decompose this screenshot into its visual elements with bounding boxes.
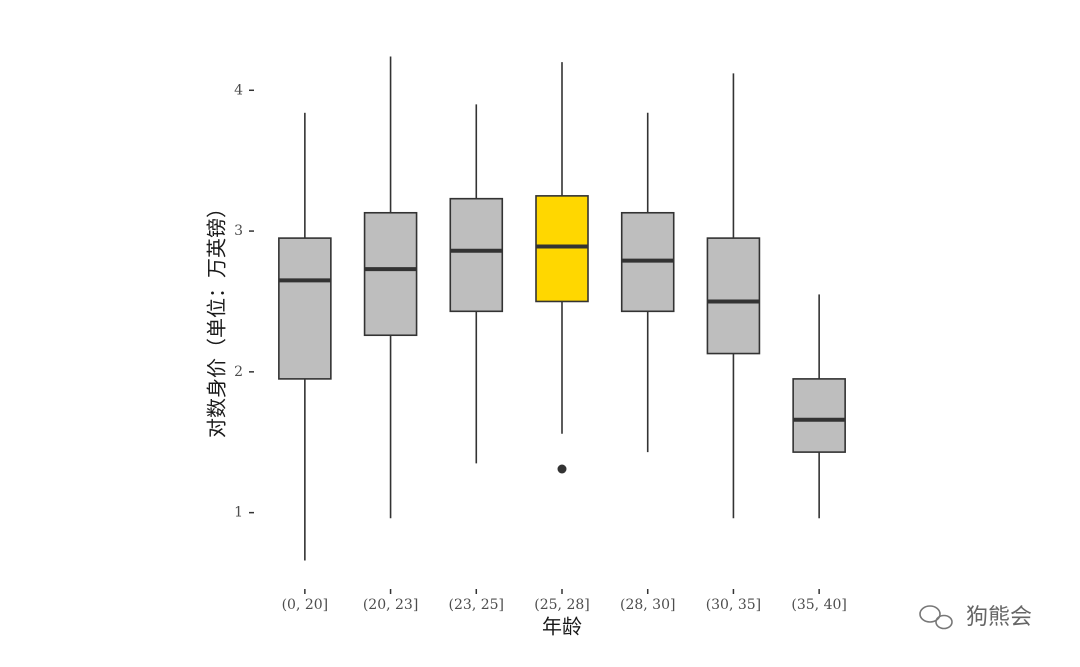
x-tick-label: (20, 23] — [363, 597, 418, 613]
y-axis-title: 对数身价（单位：万英镑） — [205, 198, 229, 438]
outlier — [557, 464, 567, 474]
watermark-icon — [919, 605, 953, 630]
box — [535, 195, 589, 303]
x-tick-label: (0, 20] — [282, 597, 329, 613]
watermark: 狗熊会 — [966, 605, 1032, 630]
x-tick-label: (25, 28] — [534, 597, 589, 613]
box — [363, 211, 418, 337]
box — [449, 197, 504, 313]
y-tick-label: 2 — [234, 364, 243, 380]
x-tick-label: (28, 30] — [620, 597, 675, 613]
x-axis-title: 年龄 — [542, 615, 582, 639]
x-tick-label: (23, 25] — [449, 597, 504, 613]
box — [706, 237, 761, 355]
y-tick-label: 1 — [234, 505, 243, 521]
y-tick-label: 4 — [234, 82, 243, 98]
box — [792, 378, 846, 453]
y-tick-label: 3 — [234, 223, 243, 239]
x-tick-label: (30, 35] — [706, 597, 761, 613]
x-tick-label: (35, 40] — [791, 597, 846, 613]
box — [278, 237, 332, 380]
